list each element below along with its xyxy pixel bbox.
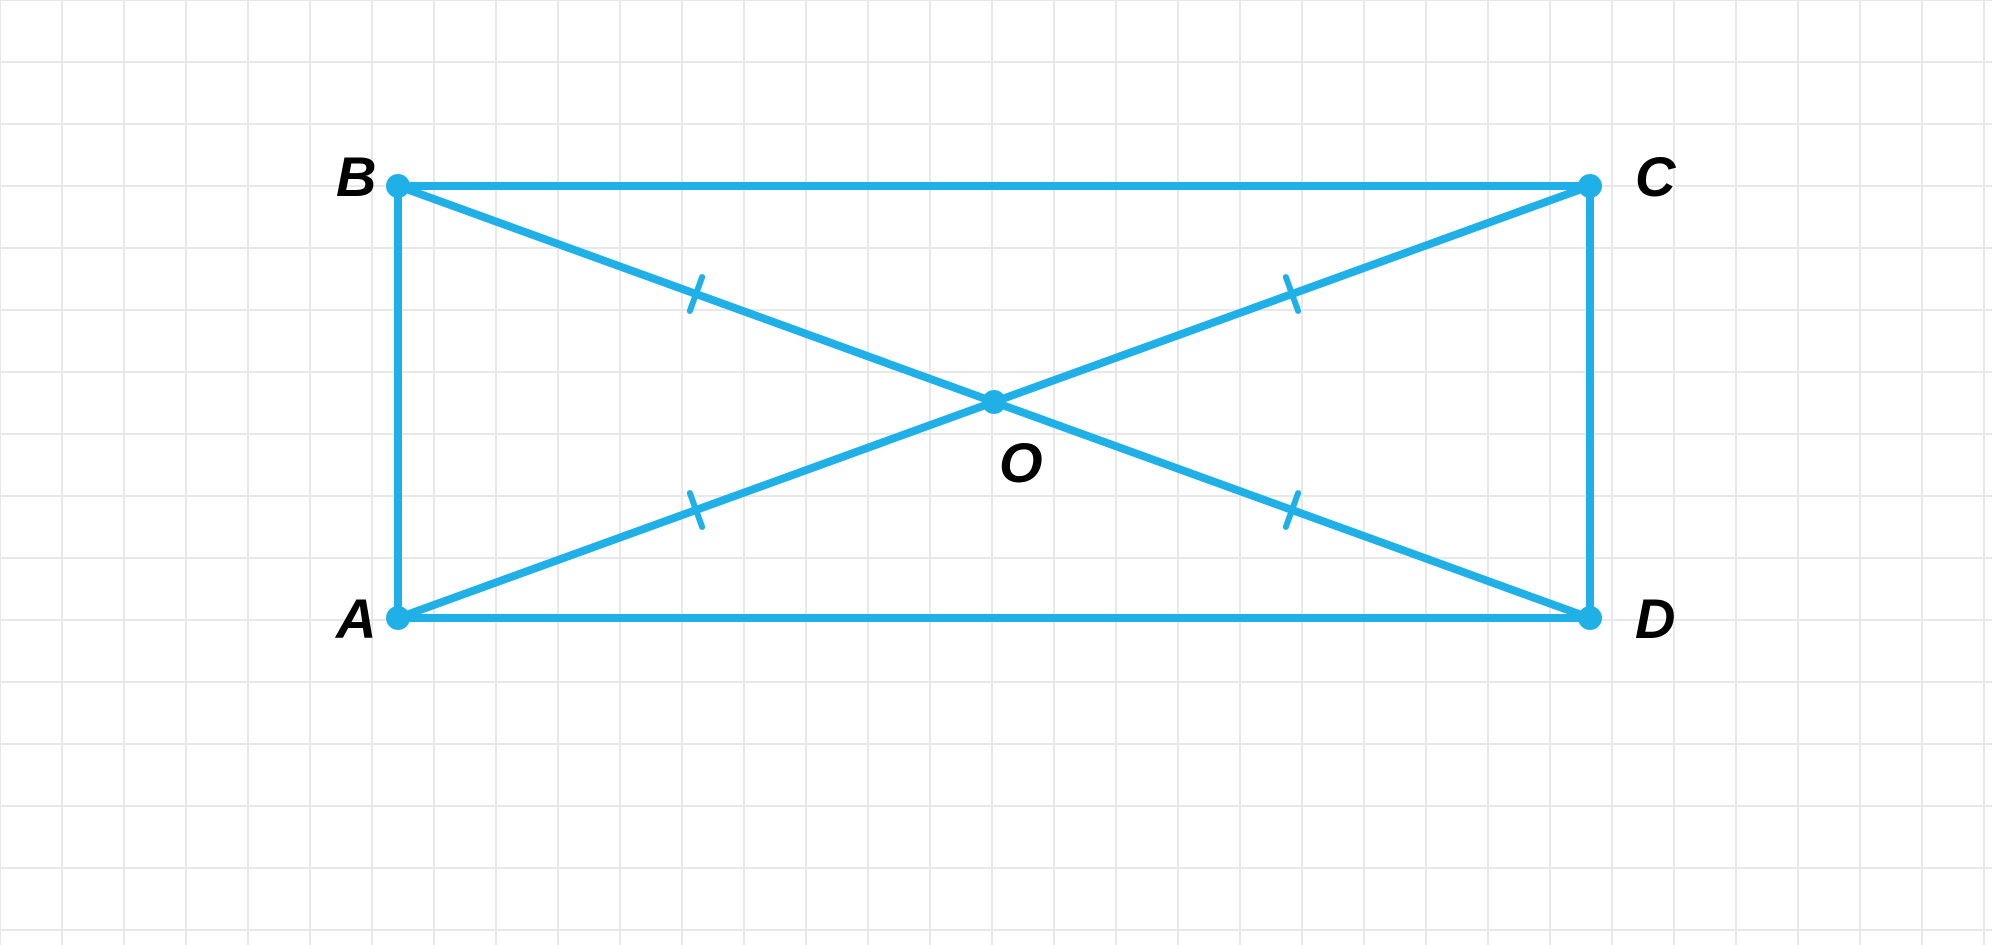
geometry-diagram: A B C D O xyxy=(0,0,1992,945)
grid-layer xyxy=(0,0,1992,945)
point-D xyxy=(1578,606,1602,630)
label-A: A xyxy=(334,587,376,650)
point-C xyxy=(1578,174,1602,198)
point-A xyxy=(386,606,410,630)
label-C: C xyxy=(1635,145,1677,208)
point-O xyxy=(982,390,1006,414)
label-D: D xyxy=(1635,587,1675,650)
point-B xyxy=(386,174,410,198)
label-B: B xyxy=(336,145,376,208)
label-O: O xyxy=(999,431,1043,494)
points-layer xyxy=(386,174,1602,630)
